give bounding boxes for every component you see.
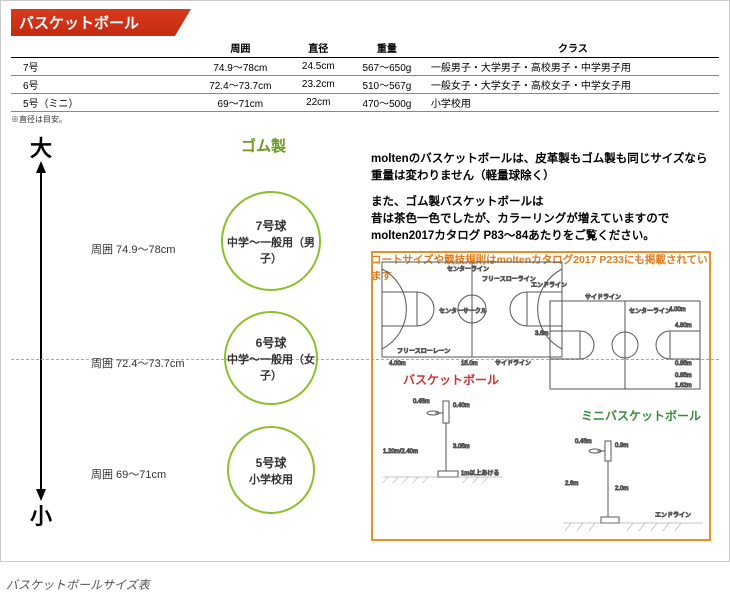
ball-use: 小学校用 [229, 471, 313, 487]
svg-text:0.9m: 0.9m [615, 443, 628, 449]
svg-text:センターサークル: センターサークル [439, 307, 487, 315]
svg-text:0.45m: 0.45m [413, 399, 430, 405]
cell: 22cm [290, 94, 347, 112]
svg-text:1.20m/2.40m: 1.20m/2.40m [383, 449, 418, 455]
circ-label: 周囲 74.9～78cm [91, 241, 175, 257]
svg-text:4.00m: 4.00m [389, 361, 406, 367]
cell: 一般女子・大学女子・高校女子・中学女子用 [427, 76, 719, 94]
court-frame: センターライン フリースローライン エンドライン センターサークル 3.6m 1… [371, 251, 711, 541]
spec-card: バスケットボール 周囲 直径 重量 クラス 7号 74.9～78cm 24.5c… [0, 0, 730, 562]
cell: 24.5cm [290, 58, 347, 76]
svg-text:0.85m: 0.85m [675, 373, 692, 379]
cell: 74.9～78cm [191, 58, 290, 76]
full-court-title: バスケットボール [403, 371, 499, 388]
ball-6: 6号球中学～一般用（女子） [224, 311, 318, 405]
cell: 小学校用 [427, 94, 719, 112]
size-arrow: 大 小 [21, 131, 61, 531]
col-dia: 直径 [290, 38, 347, 58]
svg-text:サイドライン: サイドライン [585, 294, 621, 301]
cell: 470～500g [347, 94, 427, 112]
circ-label: 周囲 69～71cm [91, 466, 166, 482]
svg-text:エンドライン: エンドライン [531, 282, 567, 289]
circ-label: 周囲 72.4～73.7cm [91, 355, 185, 371]
table-row: 6号 72.4～73.7cm 23.2cm 510～567g 一般女子・大学女子… [11, 76, 719, 94]
note-2: また、ゴム製バスケットボールは 昔は茶色一色でしたが、カラーリングが増えています… [371, 194, 711, 246]
cell: 7号 [11, 58, 191, 76]
svg-text:4.80m: 4.80m [675, 323, 692, 329]
cell: 567～650g [347, 58, 427, 76]
cell: 23.2cm [290, 76, 347, 94]
svg-text:0.85m: 0.85m [675, 361, 692, 367]
ball-name: 5号球 [229, 454, 313, 471]
table-row: 7号 74.9～78cm 24.5cm 567～650g 一般男子・大学男子・高… [11, 58, 719, 76]
table-row: 5号（ミニ） 69～71cm 22cm 470～500g 小学校用 [11, 94, 719, 112]
spec-table: 周囲 直径 重量 クラス 7号 74.9～78cm 24.5cm 567～650… [11, 38, 719, 112]
svg-text:2.6m: 2.6m [565, 481, 578, 487]
col-circ: 周囲 [191, 38, 290, 58]
svg-text:1.62m: 1.62m [675, 383, 692, 389]
cell: 一般男子・大学男子・高校男子・中学男子用 [427, 58, 719, 76]
ball-5: 5号球小学校用 [227, 426, 315, 514]
svg-text:0.45m: 0.45m [575, 439, 592, 445]
banner: バスケットボール [11, 9, 719, 36]
svg-text:フリースローレーン: フリースローレーン [397, 348, 450, 355]
diagram-area: 大 小 ゴム製 7号球中学～一般用（男子）周囲 74.9～78cm6号球中学～一… [11, 131, 719, 551]
cell: 69～71cm [191, 94, 290, 112]
cell: 6号 [11, 76, 191, 94]
cell: 5号（ミニ） [11, 94, 191, 112]
table-footnote: ※直径は目安。 [11, 114, 719, 125]
svg-text:フリースローライン: フリースローライン [482, 276, 536, 283]
svg-text:3.05m: 3.05m [453, 444, 470, 450]
ball-7: 7号球中学～一般用（男子） [221, 191, 321, 291]
mini-hoop-diagram: 0.45m 0.9m 2.6m 2.0m エンドライン [563, 435, 703, 535]
banner-title: バスケットボール [11, 9, 191, 36]
ball-use: 中学～一般用（男子） [223, 234, 319, 266]
mini-court-diagram: サイドライン センターライン 4.00m 4.80m 0.85m 0.85m 1… [545, 293, 705, 403]
col-size [11, 38, 191, 58]
svg-text:0.40m: 0.40m [453, 403, 470, 409]
svg-text:センターライン: センターライン [447, 265, 489, 273]
full-court-diagram: センターライン フリースローライン エンドライン センターサークル 3.6m 1… [377, 257, 567, 367]
svg-text:1m以上あける: 1m以上あける [461, 469, 499, 477]
ball-name: 7号球 [223, 217, 319, 234]
figure-caption: バスケットボールサイズ表 [6, 576, 730, 593]
label-small: 小 [21, 499, 61, 531]
material-label: ゴム製 [241, 135, 286, 156]
col-class: クラス [427, 38, 719, 58]
svg-text:4.00m: 4.00m [669, 307, 686, 313]
svg-text:2.0m: 2.0m [615, 486, 628, 492]
svg-text:エンドライン: エンドライン [655, 512, 691, 519]
label-big: 大 [21, 131, 61, 163]
arrow-icon [36, 161, 46, 501]
ball-name: 6号球 [226, 334, 316, 351]
cell: 510～567g [347, 76, 427, 94]
full-hoop-diagram: 0.45m 0.40m 3.05m 1.20m/2.40m 1m以上あける [383, 393, 503, 483]
col-weight: 重量 [347, 38, 427, 58]
note-1: moltenのバスケットボールは、皮革製もゴム製も同じサイズなら重量は変わりませ… [371, 151, 711, 186]
cell: 72.4～73.7cm [191, 76, 290, 94]
svg-text:15.0m: 15.0m [461, 361, 478, 367]
svg-text:サイドライン: サイドライン [495, 360, 531, 367]
ball-use: 中学～一般用（女子） [226, 351, 316, 383]
mini-court-title: ミニバスケットボール [581, 407, 701, 424]
svg-text:センターライン: センターライン [629, 307, 671, 315]
